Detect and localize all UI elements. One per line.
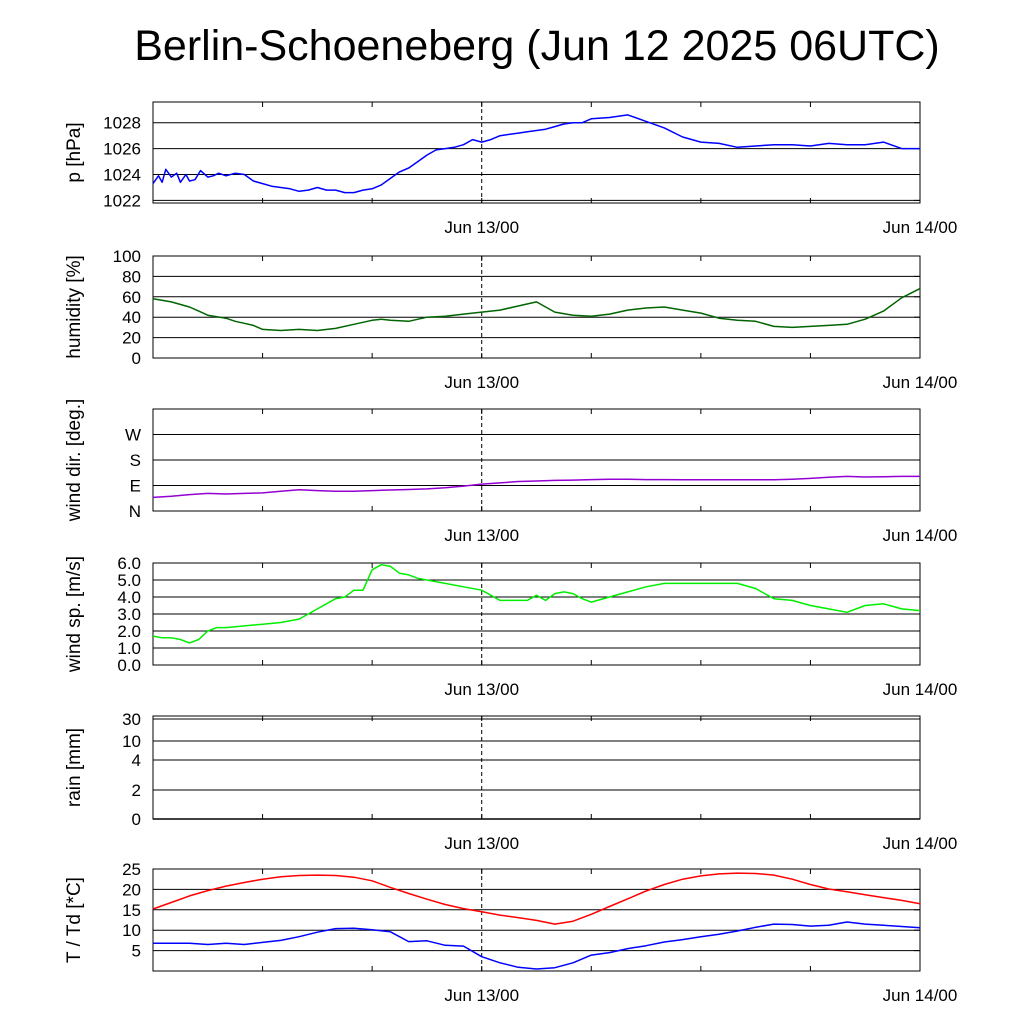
pressure-y-tick-label: 1028 [103, 114, 141, 133]
humidity-y-tick-label: 40 [122, 308, 141, 327]
humidity-plot-frame [152, 255, 921, 359]
pressure-y-tick-label: 1022 [103, 191, 141, 210]
wind-direction-y-axis-label: wind dir. [deg.] [64, 399, 85, 523]
humidity-y-tick-label: 20 [122, 329, 141, 348]
wind-speed-x-tick-label: Jun 13/00 [444, 680, 519, 699]
wind-speed-y-axis-label: wind sp. [m/s] [64, 556, 85, 673]
wind-speed-y-tick-label: 2.0 [117, 622, 141, 641]
pressure-plot-frame [152, 101, 921, 204]
humidity-y-axis-label: humidity [%] [64, 255, 85, 358]
wind-direction-y-tick-label: N [129, 502, 141, 521]
wind-direction-series-line [152, 475, 920, 499]
rain-x-tick-label: Jun 13/00 [444, 834, 519, 853]
wind-speed-y-tick-label: 0.0 [117, 656, 141, 675]
humidity-series-line [152, 287, 921, 332]
humidity-y-tick-label: 80 [122, 267, 141, 286]
pressure-x-tick-label: Jun 13/00 [444, 218, 519, 237]
rain-y-tick-label: 30 [122, 710, 141, 729]
rain-y-axis-label: rain [mm] [64, 728, 85, 807]
temperature-series-line [152, 872, 921, 925]
temperature-y-tick-label: 25 [122, 860, 141, 879]
rain-y-tick-label: 0 [132, 810, 141, 829]
wind-direction-plot-frame [152, 408, 921, 512]
temperature-y-tick-label: 5 [132, 942, 141, 961]
pressure-y-axis-label: p [hPa] [64, 122, 85, 182]
pressure-x-tick-label: Jun 14/00 [883, 218, 958, 237]
page-title: Berlin-Schoeneberg (Jun 12 2025 06UTC) [134, 22, 940, 70]
humidity-x-tick-label: Jun 14/00 [883, 373, 958, 392]
humidity-x-tick-label: Jun 13/00 [444, 373, 519, 392]
temperature-y-tick-label: 10 [122, 921, 141, 940]
wind-speed-y-tick-label: 3.0 [117, 605, 141, 624]
wind-speed-y-tick-label: 6.0 [117, 554, 141, 573]
temperature-x-tick-label: Jun 14/00 [883, 986, 958, 1005]
rain-x-tick-label: Jun 14/00 [883, 834, 958, 853]
temperature-series-line [153, 921, 921, 970]
wind-speed-plot-frame [152, 562, 921, 666]
rain-y-tick-label: 10 [122, 732, 141, 751]
rain-plot-frame [152, 715, 921, 820]
humidity-y-tick-label: 60 [122, 288, 141, 307]
pressure-y-tick-label: 1024 [103, 166, 141, 185]
humidity-y-tick-label: 100 [113, 247, 141, 266]
pressure-series-line [152, 114, 920, 194]
pressure-y-tick-label: 1026 [103, 140, 141, 159]
wind-speed-x-tick-label: Jun 14/00 [883, 680, 958, 699]
rain-y-tick-label: 4 [132, 751, 141, 770]
wind-direction-x-tick-label: Jun 14/00 [883, 526, 958, 545]
wind-speed-series-line [152, 563, 921, 644]
temperature-y-tick-label: 20 [122, 880, 141, 899]
wind-direction-y-tick-label: E [130, 477, 141, 496]
wind-direction-y-tick-label: S [130, 451, 141, 470]
wind-speed-y-tick-label: 4.0 [117, 588, 141, 607]
humidity-y-tick-label: 0 [132, 349, 141, 368]
rain-y-tick-label: 2 [132, 781, 141, 800]
temperature-x-tick-label: Jun 13/00 [444, 986, 519, 1005]
temperature-y-axis-label: T / Td [*C] [64, 877, 85, 963]
wind-direction-x-tick-label: Jun 13/00 [444, 526, 519, 545]
wind-direction-y-tick-label: W [125, 426, 141, 445]
wind-speed-y-tick-label: 5.0 [117, 571, 141, 590]
temperature-y-tick-label: 15 [122, 901, 141, 920]
temperature-plot-frame [152, 868, 921, 972]
wind-speed-y-tick-label: 1.0 [117, 639, 141, 658]
